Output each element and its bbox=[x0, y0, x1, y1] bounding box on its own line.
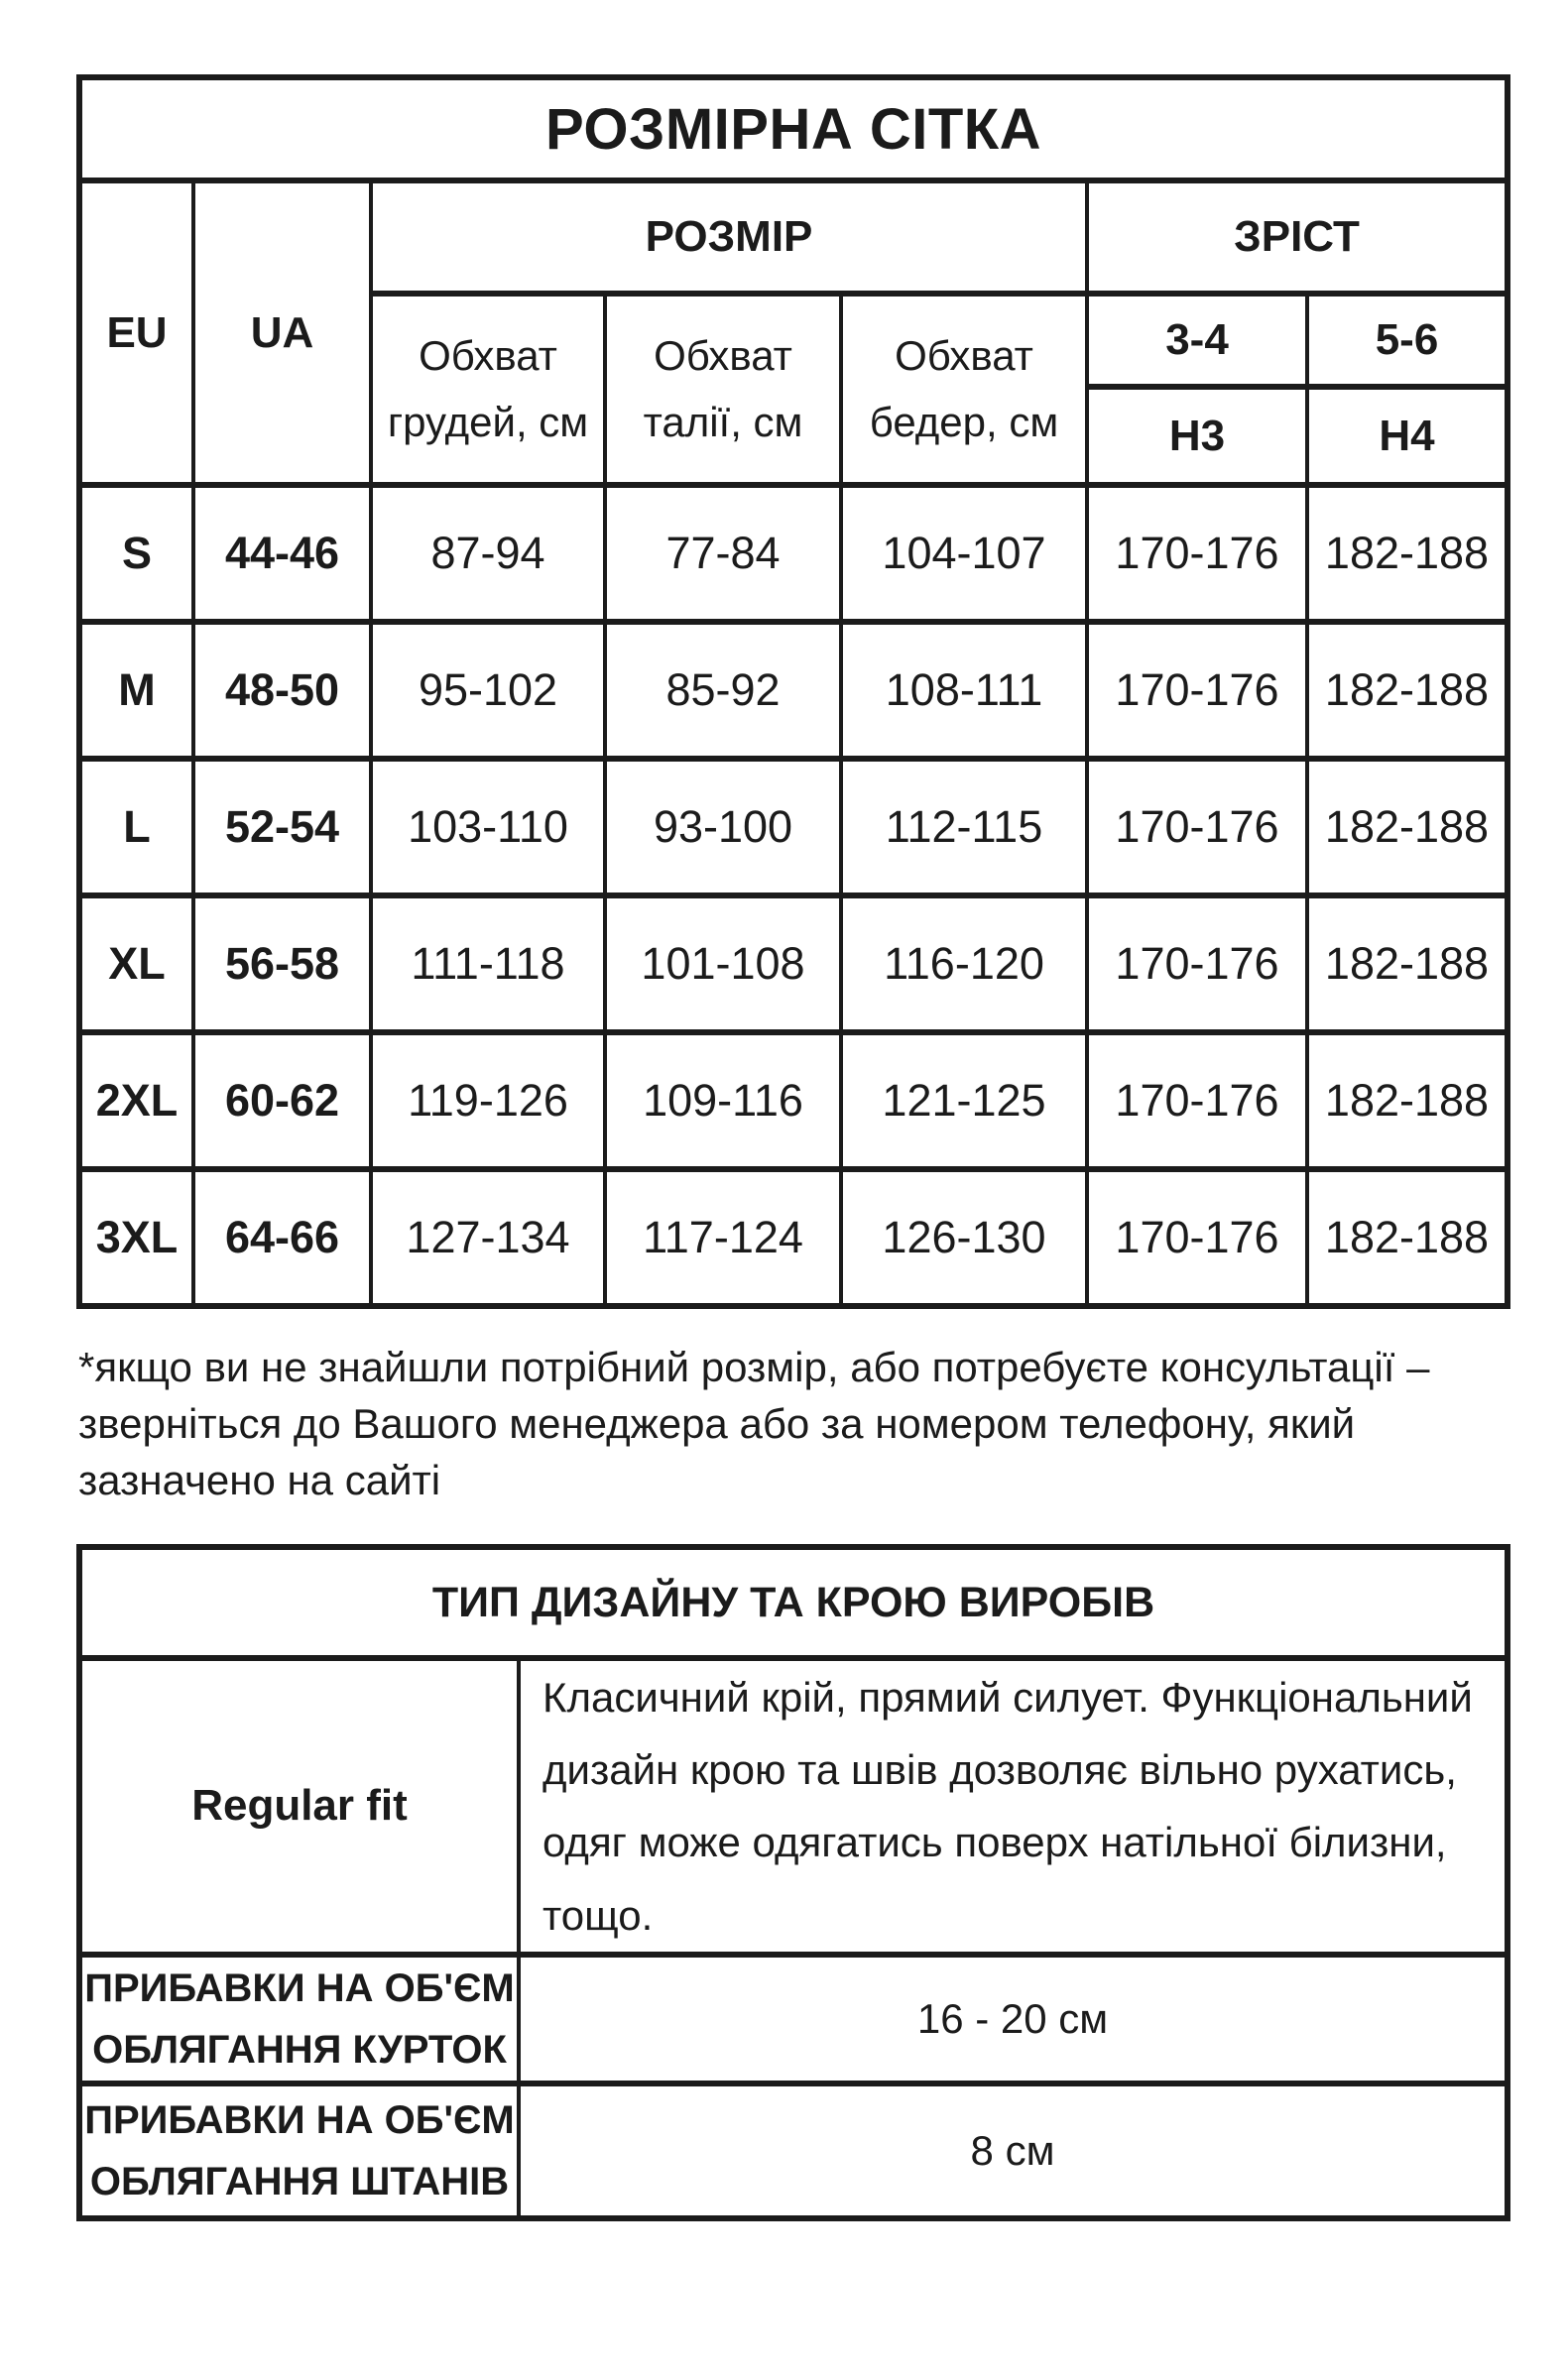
subheader-chest: Обхват грудей, см bbox=[369, 291, 607, 488]
waist-cell: 93-100 bbox=[603, 756, 843, 898]
hips-cell: 112-115 bbox=[839, 756, 1089, 898]
fit-table-title-row: ТИП ДИЗАЙНУ ТА КРОЮ ВИРОБІВ bbox=[76, 1544, 1510, 1662]
fit-row-pants-allowance: ПРИБАВКИ НА ОБ'ЄМ ОБЛЯГАННЯ ШТАНІВ 8 см bbox=[77, 2080, 1510, 2221]
fit-label: ПРИБАВКИ НА ОБ'ЄМ ОБЛЯГАННЯ ШТАНІВ bbox=[77, 2080, 521, 2221]
height-h4-cell: 182-188 bbox=[1304, 892, 1510, 1035]
waist-cell: 117-124 bbox=[603, 1166, 843, 1309]
chest-cell: 95-102 bbox=[369, 619, 607, 762]
size-row-s: S 44-46 87-94 77-84 104-107 170-176 182-… bbox=[77, 482, 1510, 625]
fit-description: Класичний крій, прямий силует. Функціона… bbox=[516, 1655, 1510, 1958]
header-size-group: РОЗМІР bbox=[369, 178, 1089, 297]
eu-size-cell: S bbox=[77, 482, 195, 625]
ua-size-cell: 52-54 bbox=[191, 756, 373, 898]
fit-row-regular: Regular fit Класичний крій, прямий силуе… bbox=[77, 1655, 1510, 1958]
hips-cell: 108-111 bbox=[839, 619, 1089, 762]
chest-cell: 87-94 bbox=[369, 482, 607, 625]
hips-cell: 121-125 bbox=[839, 1029, 1089, 1172]
size-row-2xl: 2XL 60-62 119-126 109-116 121-125 170-17… bbox=[77, 1029, 1510, 1172]
header-height-3-4: 3-4 bbox=[1085, 291, 1309, 390]
ua-size-cell: 60-62 bbox=[191, 1029, 373, 1172]
eu-size-cell: 3XL bbox=[77, 1166, 195, 1309]
height-h4-cell: 182-188 bbox=[1304, 756, 1510, 898]
size-row-l: L 52-54 103-110 93-100 112-115 170-176 1… bbox=[77, 756, 1510, 898]
height-h4-cell: 182-188 bbox=[1304, 1166, 1510, 1309]
header-h3: Н3 bbox=[1085, 384, 1309, 488]
subheader-waist: Обхват талії, см bbox=[603, 291, 843, 488]
hips-cell: 104-107 bbox=[839, 482, 1089, 625]
height-h3-cell: 170-176 bbox=[1085, 619, 1309, 762]
height-h4-cell: 182-188 bbox=[1304, 482, 1510, 625]
size-table-header-row: EU UA РОЗМІР ЗРІСТ bbox=[77, 178, 1510, 488]
height-h3-cell: 170-176 bbox=[1085, 892, 1309, 1035]
header-eu: EU bbox=[77, 178, 195, 488]
header-height-5-6: 5-6 bbox=[1304, 291, 1510, 390]
hips-cell: 116-120 bbox=[839, 892, 1089, 1035]
fit-label: Regular fit bbox=[77, 1655, 521, 1958]
ua-size-cell: 48-50 bbox=[191, 619, 373, 762]
chest-cell: 111-118 bbox=[369, 892, 607, 1035]
ua-size-cell: 44-46 bbox=[191, 482, 373, 625]
fit-value: 8 см bbox=[516, 2080, 1510, 2221]
header-ua: UA bbox=[191, 178, 373, 488]
size-table-subheader-row: Обхват грудей, см Обхват талії, см Обхва… bbox=[79, 291, 1510, 488]
eu-size-cell: 2XL bbox=[77, 1029, 195, 1172]
fit-table-title: ТИП ДИЗАЙНУ ТА КРОЮ ВИРОБІВ bbox=[76, 1544, 1510, 1662]
waist-cell: 77-84 bbox=[603, 482, 843, 625]
height-h4-cell: 182-188 bbox=[1304, 1029, 1510, 1172]
ua-size-cell: 56-58 bbox=[191, 892, 373, 1035]
ua-size-cell: 64-66 bbox=[191, 1166, 373, 1309]
height-h3-cell: 170-176 bbox=[1085, 482, 1309, 625]
size-note-text: *якщо ви не знайшли потрібний розмір, аб… bbox=[78, 1344, 1430, 1504]
waist-cell: 101-108 bbox=[603, 892, 843, 1035]
size-row-3xl: 3XL 64-66 127-134 117-124 126-130 170-17… bbox=[77, 1166, 1510, 1309]
eu-size-cell: L bbox=[77, 756, 195, 898]
height-h3-cell: 170-176 bbox=[1085, 756, 1309, 898]
fit-type-table: ТИП ДИЗАЙНУ ТА КРОЮ ВИРОБІВ Regular fit … bbox=[76, 1544, 1511, 2221]
header-h4: Н4 bbox=[1304, 384, 1510, 488]
waist-cell: 109-116 bbox=[603, 1029, 843, 1172]
chest-cell: 103-110 bbox=[369, 756, 607, 898]
hips-cell: 126-130 bbox=[839, 1166, 1089, 1309]
page-content: РОЗМІРНА СІТКА EU UA РОЗМІР ЗРІСТ Обхват… bbox=[76, 74, 1511, 2221]
height-h3-cell: 170-176 bbox=[1085, 1029, 1309, 1172]
chest-cell: 127-134 bbox=[369, 1166, 607, 1309]
size-chart-table: РОЗМІРНА СІТКА EU UA РОЗМІР ЗРІСТ Обхват… bbox=[76, 74, 1511, 1309]
height-h4-cell: 182-188 bbox=[1304, 619, 1510, 762]
fit-row-jackets-allowance: ПРИБАВКИ НА ОБ'ЄМ ОБЛЯГАННЯ КУРТОК 16 - … bbox=[77, 1951, 1510, 2086]
subheader-hips: Обхват бедер, см bbox=[839, 291, 1089, 488]
size-row-xl: XL 56-58 111-118 101-108 116-120 170-176… bbox=[77, 892, 1510, 1035]
header-height-group: ЗРІСТ bbox=[1084, 178, 1510, 297]
size-table-title: РОЗМІРНА СІТКА bbox=[76, 74, 1510, 183]
height-h3-cell: 170-176 bbox=[1085, 1166, 1309, 1309]
size-table-title-row: РОЗМІРНА СІТКА bbox=[76, 74, 1510, 183]
fit-label: ПРИБАВКИ НА ОБ'ЄМ ОБЛЯГАННЯ КУРТОК bbox=[77, 1951, 521, 2086]
fit-value: 16 - 20 см bbox=[516, 1951, 1510, 2086]
chest-cell: 119-126 bbox=[369, 1029, 607, 1172]
waist-cell: 85-92 bbox=[603, 619, 843, 762]
size-row-m: M 48-50 95-102 85-92 108-111 170-176 182… bbox=[77, 619, 1510, 762]
eu-size-cell: XL bbox=[77, 892, 195, 1035]
eu-size-cell: M bbox=[77, 619, 195, 762]
size-table-h-codes-row: Н3 Н4 bbox=[79, 384, 1510, 488]
